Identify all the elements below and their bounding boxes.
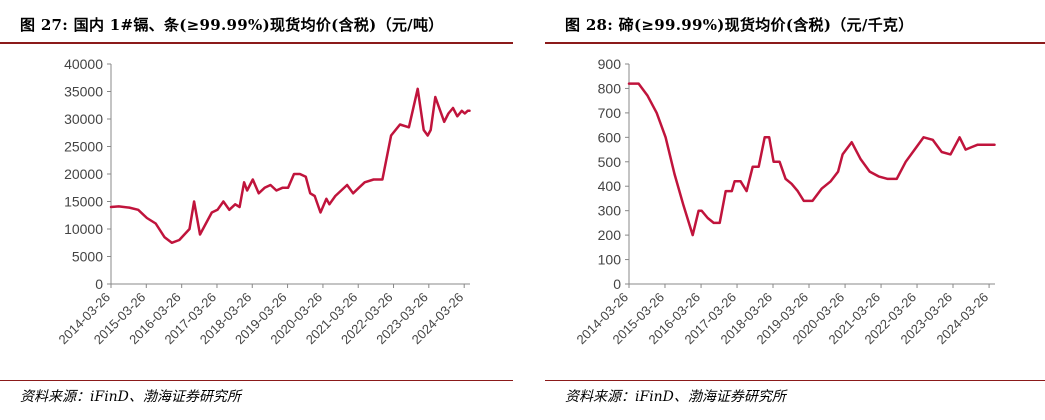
left-source-rule xyxy=(0,380,513,381)
right-chart-title: 图 28: 碲(≥99.99%)现货均价(含税)（元/千克） xyxy=(565,16,914,34)
y-tick-label: 300 xyxy=(598,203,622,219)
tellurium-price-chart: 01002003004005006007008009002014-03-2620… xyxy=(573,56,996,347)
y-tick-label: 500 xyxy=(598,154,622,170)
left-title-rule xyxy=(0,42,513,44)
left-chart-title: 图 27: 国内 1#镉、条(≥99.99%)现货均价(含税)（元/吨） xyxy=(20,16,444,34)
y-tick-label: 900 xyxy=(598,56,622,72)
y-tick-label: 30000 xyxy=(64,111,103,127)
right-chart-panel: 图 28: 碲(≥99.99%)现货均价(含税)（元/千克） 0 100 200 30… xyxy=(545,0,1045,420)
y-tick-label: 40000 xyxy=(64,56,103,72)
y-tick-label: 15000 xyxy=(64,194,103,210)
right-chart-source: 资料来源：iFinD、渤海证券研究所 xyxy=(565,389,786,405)
y-tick-label: 0 xyxy=(95,276,103,292)
price-series-line xyxy=(627,82,996,237)
y-tick-label: 0 xyxy=(613,276,621,292)
left-chart-source: 资料来源：iFinD、渤海证券研究所 xyxy=(20,389,241,405)
y-tick-label: 800 xyxy=(598,80,622,96)
y-tick-label: 700 xyxy=(598,105,622,121)
y-tick-label: 35000 xyxy=(64,84,103,100)
left-chart-panel: 图 27: 国内 1#镉、条(≥99.99%)现货均价(含税)（元/吨） 0 50… xyxy=(0,0,513,420)
price-series-line xyxy=(109,87,471,245)
y-tick-label: 25000 xyxy=(64,139,103,155)
y-tick-label: 100 xyxy=(598,252,622,268)
y-tick-label: 600 xyxy=(598,129,622,145)
y-tick-label: 5000 xyxy=(72,249,103,265)
y-tick-label: 200 xyxy=(598,227,622,243)
y-tick-label: 20000 xyxy=(64,166,103,182)
cadmium-price-chart: 0 5000 10000 15000 20000 25000 30000 35000 40000… xyxy=(55,56,471,347)
right-title-rule xyxy=(545,42,1045,44)
y-tick-label: 10000 xyxy=(64,221,103,237)
y-tick-label: 400 xyxy=(598,178,622,194)
right-source-rule xyxy=(545,380,1045,381)
